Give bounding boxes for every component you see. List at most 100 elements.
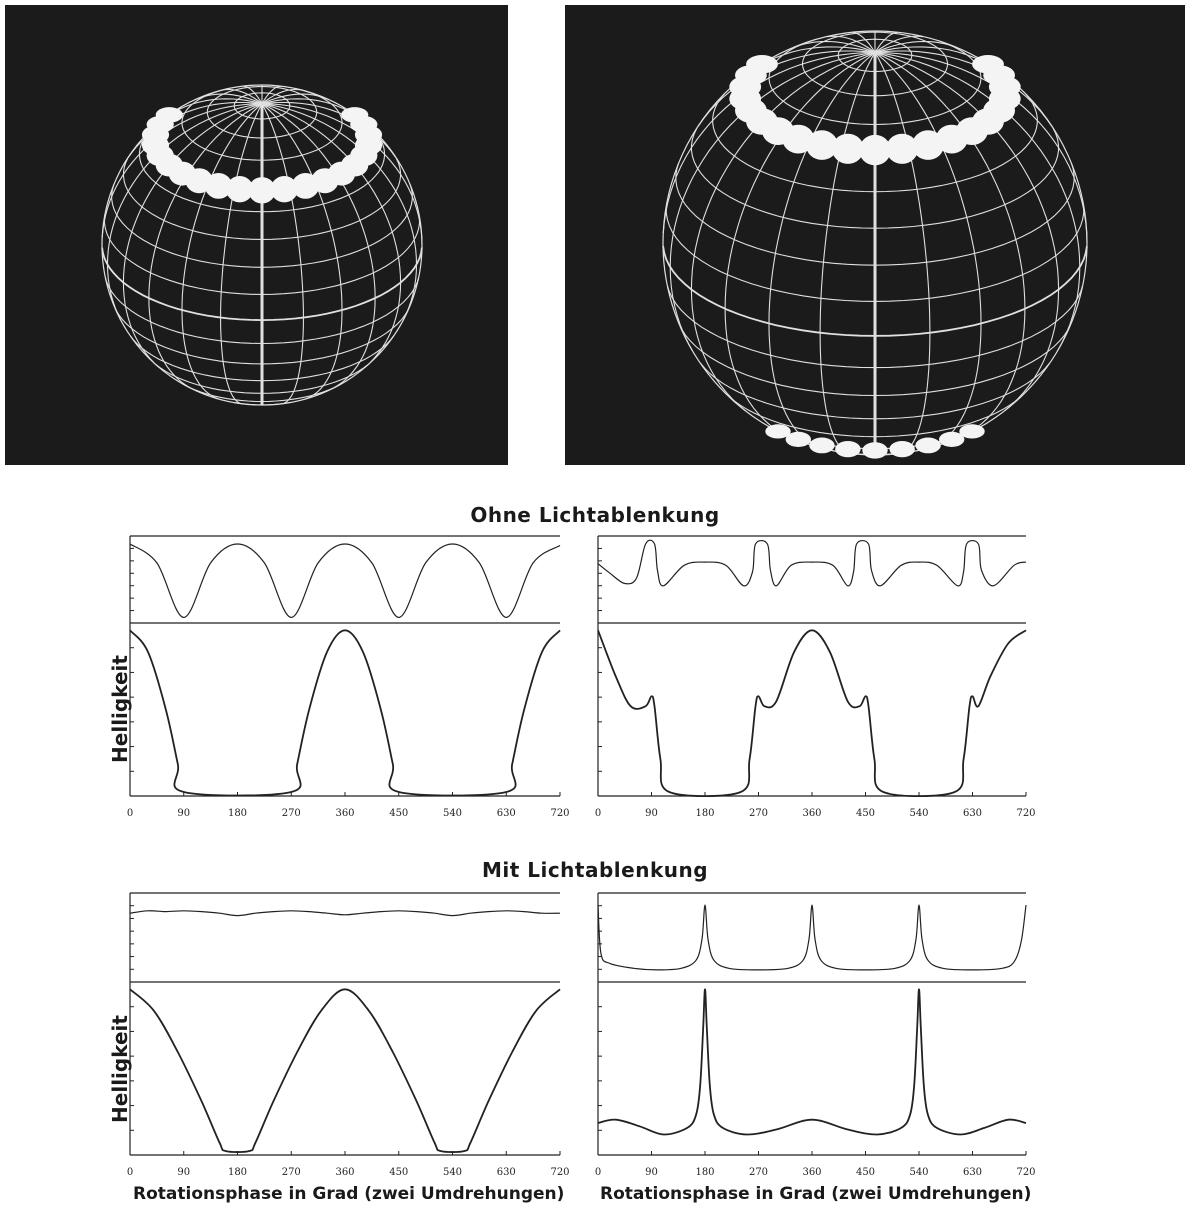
x-tick-label: 450 [856, 1167, 875, 1178]
longitude-line [826, 35, 876, 53]
bright-spot [859, 134, 891, 166]
sphere-wireframe-right [662, 30, 1088, 459]
longitude-line [874, 52, 1026, 437]
longitude-line [181, 103, 263, 400]
x-tick-label: 180 [695, 1167, 714, 1178]
longitude-line [874, 52, 931, 455]
plot-mit-left-lower: 0 90 180 270 360 450 540 630 720 [127, 981, 570, 1178]
longitude-line [874, 31, 898, 53]
plot-ohne-left-lower: 0 90 180 270 360 450 540 630 720 [127, 622, 570, 819]
longitude-line [793, 40, 876, 54]
x-tick-label: 270 [282, 1167, 301, 1178]
series-line [597, 904, 1027, 971]
x-tick-label: 360 [802, 1167, 821, 1178]
longitude-line [669, 51, 876, 352]
x-tick-label: 720 [1016, 1167, 1035, 1178]
x-tick-label: 360 [335, 1167, 354, 1178]
longitude-line [724, 52, 876, 437]
bright-spot [835, 441, 861, 458]
xlabel-left: Rotationsphase in Grad (zwei Umdrehungen… [133, 1184, 565, 1204]
longitude-line [819, 52, 876, 455]
longitude-line [220, 103, 263, 405]
x-tick-label: 180 [228, 1167, 247, 1178]
series-line [597, 988, 1027, 1136]
x-tick-label: 450 [389, 1167, 408, 1178]
longitude-line [874, 40, 957, 54]
x-tick-label: 720 [550, 1167, 569, 1178]
plot-mit-right-upper [597, 892, 1027, 983]
x-tick-label: 630 [963, 808, 982, 819]
plot-ohne-right-lower: 0 90 180 270 360 450 540 630 720 [595, 622, 1036, 819]
x-tick-label: 720 [1016, 808, 1035, 819]
sphere-right [662, 30, 1088, 459]
longitude-line [148, 103, 263, 389]
bright-spot [270, 176, 298, 203]
sphere-image-right [565, 5, 1185, 465]
sphere-wireframe-left [101, 84, 423, 406]
x-tick-label: 540 [909, 1167, 928, 1178]
bright-spot [204, 173, 233, 199]
series-line [129, 629, 561, 797]
x-tick-label: 540 [443, 1167, 462, 1178]
x-tick-label: 450 [389, 808, 408, 819]
x-tick-label: 0 [127, 808, 133, 819]
x-tick-label: 540 [443, 808, 462, 819]
bright-spot [886, 133, 918, 164]
x-tick-label: 450 [856, 808, 875, 819]
longitude-line [261, 88, 303, 105]
longitude-line [852, 31, 876, 53]
bright-spot [915, 437, 941, 454]
longitude-line [768, 52, 876, 449]
longitude-line [195, 93, 263, 105]
bright-spot [862, 442, 888, 459]
series-line [129, 543, 561, 618]
longitude-line [874, 51, 1088, 244]
sphere-left [101, 84, 423, 406]
longitude-line [261, 103, 418, 321]
bright-spot [806, 130, 838, 160]
x-tick-label: 90 [645, 1167, 658, 1178]
x-tick-label: 540 [909, 808, 928, 819]
x-tick-label: 0 [595, 1167, 601, 1178]
plot-mit-right-lower: 0 90 180 270 360 450 540 630 720 [595, 981, 1036, 1178]
x-tick-label: 90 [177, 808, 190, 819]
longitude-line [662, 51, 876, 234]
bright-spot [341, 107, 369, 123]
longitude-line [261, 103, 304, 405]
x-tick-label: 0 [127, 1167, 133, 1178]
bright-spot [785, 431, 811, 447]
longitude-line [690, 51, 876, 412]
longitude-line [261, 93, 329, 105]
bright-spot [809, 437, 835, 454]
longitude-line [874, 51, 1060, 412]
section-title-mit: Mit Lichtablenkung [481, 858, 709, 882]
bright-spot [832, 133, 864, 164]
longitude-line [261, 103, 343, 400]
sphere-image-left [5, 5, 508, 465]
longitude-line [221, 88, 263, 105]
longitude-line [261, 103, 402, 368]
bright-spot [959, 424, 985, 439]
series-line [597, 629, 1027, 797]
longitude-line [874, 51, 1081, 352]
x-tick-label: 360 [802, 808, 821, 819]
longitude-line [874, 52, 982, 449]
bright-spot [889, 441, 915, 458]
plot-ohne-right-upper [597, 535, 1027, 624]
x-tick-label: 360 [335, 808, 354, 819]
x-tick-label: 270 [749, 808, 768, 819]
bright-spot [248, 177, 276, 204]
series-line [129, 910, 561, 917]
x-tick-label: 90 [645, 808, 658, 819]
bright-spot [226, 176, 254, 203]
bright-spot [765, 424, 791, 439]
plot-ohne-left-upper [129, 535, 561, 624]
x-tick-label: 720 [550, 808, 569, 819]
x-tick-label: 90 [177, 1167, 190, 1178]
longitude-line [106, 103, 263, 321]
x-tick-label: 630 [497, 808, 516, 819]
longitude-line [122, 103, 263, 368]
series-line [129, 988, 561, 1153]
x-tick-label: 270 [749, 1167, 768, 1178]
